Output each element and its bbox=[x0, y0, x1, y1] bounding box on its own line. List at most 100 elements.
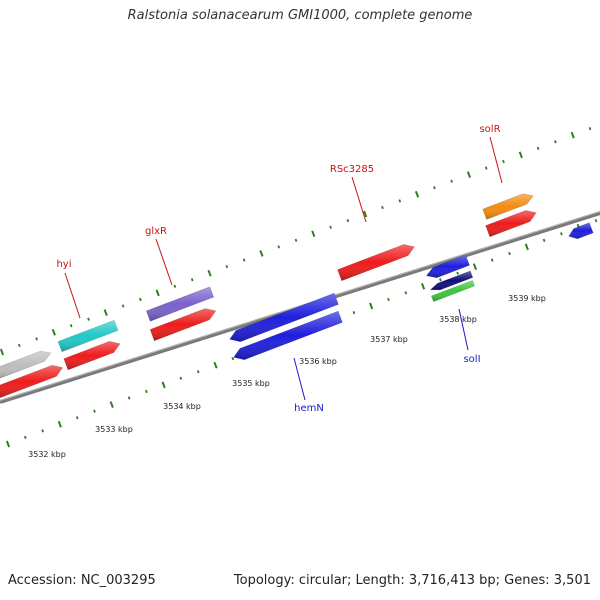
leader-line bbox=[64, 272, 81, 319]
gene-arrow-red-shading bbox=[150, 308, 216, 341]
scale-label: 3535 kbp bbox=[232, 379, 270, 388]
tick-mark-lower bbox=[594, 218, 598, 223]
gene-arrow-gray-shading bbox=[0, 351, 51, 379]
gene-arrow-hemN bbox=[233, 310, 343, 361]
gene-arrow-hyi bbox=[57, 319, 119, 353]
gene-labels: hyi glxR RSc3285 solR hemN solI bbox=[56, 124, 500, 414]
gene-arrow-hyi-shading bbox=[58, 320, 118, 352]
tick-mark-lower bbox=[57, 420, 62, 428]
tick-mark-upper bbox=[155, 289, 160, 297]
tick-mark-upper bbox=[259, 250, 264, 257]
tick-mark-lower bbox=[5, 440, 11, 448]
gene-arrow-blue-shading bbox=[568, 222, 594, 239]
tick-mark-upper bbox=[294, 238, 298, 242]
tick-mark-upper bbox=[103, 309, 108, 316]
topology-summary: Topology: circular; Length: 3,716,413 bp… bbox=[233, 573, 591, 588]
tick-mark-upper bbox=[588, 126, 592, 131]
gene-label-hemN: hemN bbox=[294, 403, 324, 414]
tick-mark-upper bbox=[17, 343, 21, 348]
tick-mark-upper bbox=[346, 218, 350, 223]
tick-mark-upper bbox=[414, 190, 420, 198]
tick-mark-lower bbox=[231, 356, 235, 361]
tick-mark-lower bbox=[127, 396, 131, 400]
tick-mark-upper bbox=[139, 297, 142, 302]
tick-mark-upper bbox=[207, 269, 212, 277]
gene-arrow-navy bbox=[429, 270, 474, 291]
scale-label: 3536 kbp bbox=[299, 357, 337, 366]
map-title: Ralstonia solanacearum GMI1000, complete… bbox=[127, 8, 473, 23]
gene-arrow-hemN-shading bbox=[233, 311, 343, 360]
tick-mark-lower bbox=[560, 232, 563, 236]
gene-arrow-solR bbox=[482, 193, 534, 220]
tick-mark-upper bbox=[173, 284, 177, 288]
leader-line bbox=[351, 176, 367, 223]
gene-arrow-red bbox=[0, 364, 64, 399]
tick-mark-lower bbox=[456, 271, 459, 275]
gene-arrow-red-shading bbox=[0, 365, 63, 398]
tick-mark-lower bbox=[542, 238, 546, 243]
tick-mark-upper bbox=[0, 348, 5, 356]
gene-arrow-RSc3285 bbox=[337, 244, 415, 282]
tick-mark-lower bbox=[387, 297, 390, 302]
tick-mark-upper bbox=[277, 245, 281, 249]
tick-mark-upper bbox=[518, 151, 523, 159]
tick-mark-upper bbox=[363, 210, 368, 218]
tick-mark-lower bbox=[75, 416, 79, 420]
gene-arrow-red-shading bbox=[63, 341, 121, 370]
tick-mark-upper bbox=[433, 186, 436, 190]
gene-arrow-blue bbox=[229, 292, 339, 343]
scale-label: 3537 kbp bbox=[370, 335, 408, 344]
tick-mark-lower bbox=[439, 278, 442, 282]
accession-text: Accession: NC_003295 bbox=[8, 573, 156, 588]
tick-mark-upper bbox=[51, 328, 56, 336]
scale-label: 3534 kbp bbox=[163, 402, 201, 411]
tick-mark-upper bbox=[329, 225, 332, 229]
tick-mark-upper bbox=[398, 199, 402, 203]
tick-mark-upper bbox=[381, 205, 384, 210]
tick-mark-upper bbox=[502, 159, 505, 164]
gene-arrow-navy-shading bbox=[430, 270, 473, 290]
tick-mark-lower bbox=[41, 429, 44, 433]
gene-arrow-red bbox=[149, 308, 217, 342]
tick-mark-upper bbox=[466, 171, 472, 178]
gene-arrow-solI-shading bbox=[431, 280, 475, 302]
tick-mark-lower bbox=[179, 376, 183, 380]
leader-line bbox=[458, 308, 469, 351]
gene-arrow-gray bbox=[0, 350, 52, 379]
gene-arrow-red bbox=[485, 210, 537, 238]
leader-line bbox=[293, 357, 306, 401]
gene-arrow-solI bbox=[431, 280, 475, 302]
gene-label-glxR: glxR bbox=[145, 226, 167, 237]
tick-mark-lower bbox=[93, 409, 96, 413]
gene-arrow-glxR bbox=[145, 286, 215, 322]
tick-mark-upper bbox=[554, 140, 557, 144]
gene-arrow-red-shading bbox=[485, 210, 537, 237]
tick-mark-lower bbox=[23, 435, 27, 440]
tick-mark-lower bbox=[404, 291, 408, 295]
scale-label: 3533 kbp bbox=[95, 425, 133, 434]
tick-mark-upper bbox=[484, 166, 488, 170]
tick-mark-lower bbox=[109, 401, 114, 408]
scale-label: 3539 kbp bbox=[508, 294, 546, 303]
tick-mark-upper bbox=[242, 258, 246, 262]
gene-label-RSc3285: RSc3285 bbox=[330, 164, 374, 175]
gene-arrow-red bbox=[63, 340, 121, 371]
gene-arrow-blue bbox=[425, 254, 470, 279]
tick-mark-upper bbox=[536, 146, 540, 151]
scale-labels: 3532 kbp 3533 kbp 3534 kbp 3535 kbp 3536 kbp… bbox=[28, 294, 546, 459]
gene-arrow-blue-shading bbox=[426, 255, 470, 278]
tick-mark-lower bbox=[369, 302, 374, 310]
tick-mark-upper bbox=[190, 278, 194, 282]
tick-mark-upper bbox=[35, 337, 38, 341]
scale-label: 3538 kbp bbox=[439, 315, 477, 324]
gene-arrow-blue-shading bbox=[229, 293, 339, 342]
tick-mark-lower bbox=[472, 263, 478, 270]
tick-mark-lower bbox=[352, 310, 356, 315]
gene-label-hyi: hyi bbox=[56, 259, 71, 270]
leader-line bbox=[489, 136, 503, 184]
scale-label: 3532 kbp bbox=[28, 450, 66, 459]
gene-arrow-RSc3285-shading bbox=[337, 244, 415, 281]
tick-mark-lower bbox=[508, 251, 511, 256]
gene-arrow-glxR-shading bbox=[146, 286, 214, 322]
